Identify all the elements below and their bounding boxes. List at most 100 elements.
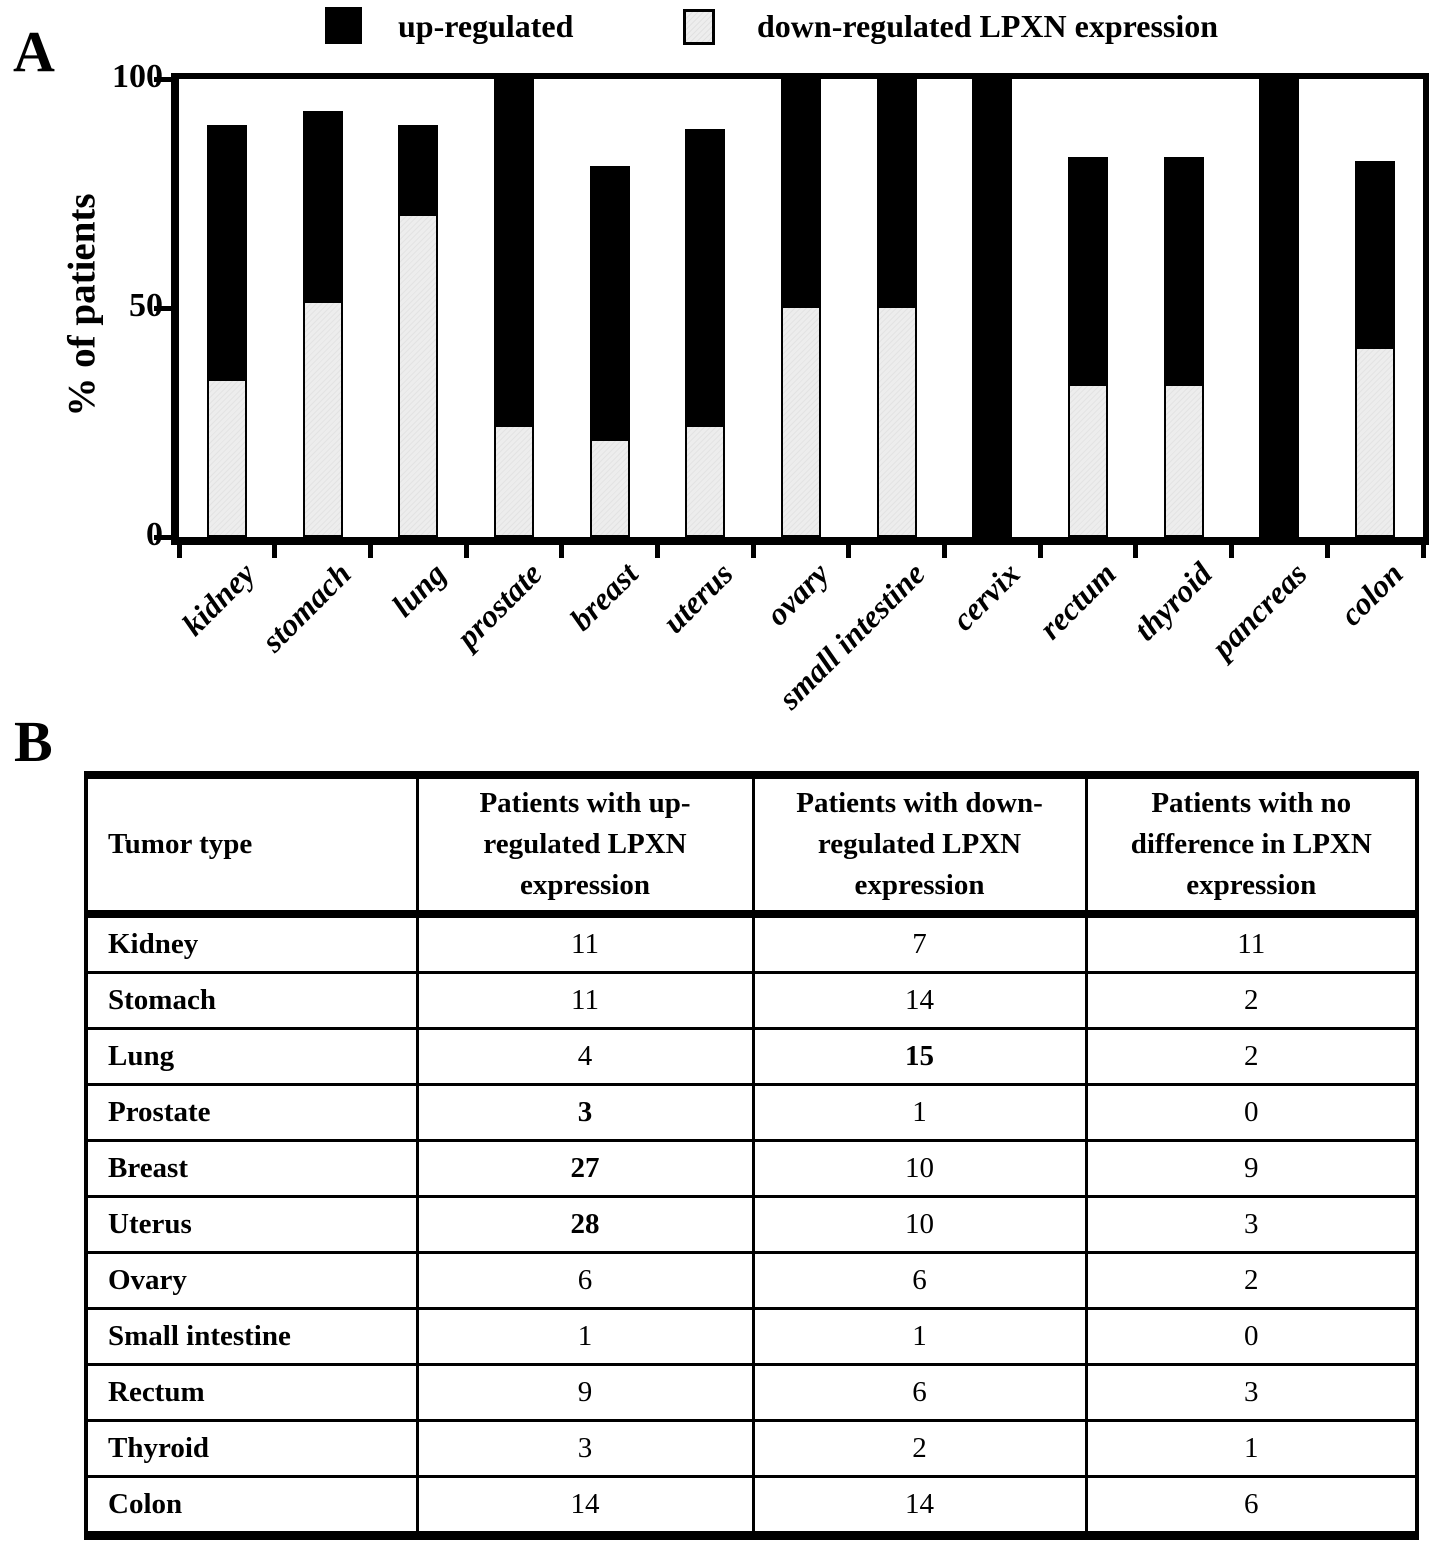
table-row-stomach: Stomach 11 14 2 — [84, 971, 1419, 1030]
cell-value: 0 — [1084, 1307, 1419, 1366]
x-axis-tick — [1133, 545, 1139, 558]
table-row-rectum: Rectum 9 6 3 — [84, 1363, 1419, 1422]
cell-value: 3 — [415, 1083, 755, 1142]
cell-value: 27 — [415, 1139, 755, 1198]
bar-breast-down-segment — [591, 438, 628, 535]
header-tumor-type: Tumor type — [84, 773, 419, 918]
bar-thyroid-up-segment — [1165, 158, 1202, 384]
bar-breast — [589, 166, 630, 537]
bar-uterus-down-segment — [687, 425, 724, 535]
bar-small-intestine-up-segment — [878, 81, 915, 306]
cell-tumor-type: Stomach — [84, 971, 419, 1030]
bar-ovary-up-segment — [783, 81, 819, 306]
x-axis-tick — [1229, 545, 1235, 558]
cell-tumor-type: Rectum — [84, 1363, 419, 1422]
x-label-kidney: kidney — [174, 555, 262, 643]
bar-ovary — [781, 79, 821, 537]
cell-value: 2 — [751, 1419, 1088, 1478]
table-row-kidney: Kidney 11 7 11 — [84, 912, 1419, 974]
legend-swatch-up-regulated — [325, 7, 362, 44]
cell-tumor-type: Prostate — [84, 1083, 419, 1142]
y-axis-tick — [154, 305, 175, 311]
legend-label-up-regulated: up-regulated — [398, 8, 574, 44]
bar-colon-down-segment — [1357, 347, 1394, 535]
bar-rectum — [1068, 156, 1109, 537]
cell-value: 6 — [751, 1363, 1088, 1422]
x-axis-tick — [559, 545, 565, 558]
cell-value: 6 — [751, 1251, 1088, 1310]
bar-stomach — [302, 111, 343, 537]
cell-value: 28 — [415, 1195, 755, 1254]
cell-value: 1 — [415, 1307, 755, 1366]
bar-small-intestine — [876, 79, 917, 537]
x-label-stomach: stomach — [253, 555, 358, 659]
x-label-rectum: rectum — [1031, 555, 1123, 647]
bar-kidney — [206, 124, 247, 537]
x-label-pancreas: pancreas — [1204, 555, 1315, 665]
cell-value: 0 — [1084, 1083, 1419, 1142]
table-row-breast: Breast 27 10 9 — [84, 1139, 1419, 1198]
cell-value: 15 — [751, 1027, 1088, 1086]
bar-colon — [1355, 161, 1396, 537]
bar-breast-up-segment — [591, 168, 628, 439]
y-tick-label-0: 0 — [146, 516, 163, 553]
y-tick-label-50: 50 — [129, 287, 163, 324]
bar-thyroid — [1163, 156, 1204, 537]
cell-value: 2 — [1084, 971, 1419, 1030]
header-no-difference: Patients with no difference in LPXN expr… — [1084, 773, 1419, 918]
x-axis-tick — [1420, 545, 1426, 558]
x-axis-tick — [654, 545, 660, 558]
cell-value: 9 — [415, 1363, 755, 1422]
x-axis-tick — [463, 545, 469, 558]
cell-tumor-type: Breast — [84, 1139, 419, 1198]
bar-rectum-up-segment — [1070, 158, 1107, 384]
tumor-table: Tumor type Patients with up- regulated L… — [84, 771, 1419, 1540]
table-row-uterus: Uterus 28 10 3 — [84, 1195, 1419, 1254]
x-label-breast: breast — [562, 555, 645, 638]
cell-tumor-type: Small intestine — [84, 1307, 419, 1366]
cell-value: 11 — [1084, 912, 1419, 974]
cell-value: 2 — [1084, 1251, 1419, 1310]
bar-uterus-up-segment — [687, 131, 724, 426]
bar-lung-up-segment — [400, 126, 437, 215]
bar-kidney-down-segment — [208, 379, 245, 535]
cell-value: 10 — [751, 1195, 1088, 1254]
cell-value: 3 — [415, 1419, 755, 1478]
cell-value: 3 — [1084, 1363, 1419, 1422]
header-up-regulated: Patients with up- regulated LPXN express… — [415, 773, 755, 918]
bar-cervix — [972, 79, 1013, 537]
y-tick-label-100: 100 — [112, 58, 163, 95]
x-label-thyroid: thyroid — [1126, 555, 1219, 648]
bar-chart-plot-area — [171, 73, 1429, 545]
x-axis-tick — [272, 545, 278, 558]
table-row-colon: Colon 14 14 6 — [84, 1475, 1419, 1537]
bar-lung-down-segment — [400, 214, 437, 535]
x-axis-tick — [176, 545, 182, 558]
bar-stomach-up-segment — [304, 113, 341, 302]
bar-ovary-down-segment — [783, 306, 819, 535]
bar-cervix-up-segment — [974, 81, 1011, 535]
x-axis-tick — [942, 545, 948, 558]
legend-label-down-regulated: down-regulated LPXN expression — [757, 8, 1219, 44]
x-label-ovary: ovary — [758, 555, 836, 633]
cell-tumor-type: Ovary — [84, 1251, 419, 1310]
x-label-cervix: cervix — [945, 555, 1028, 638]
legend-swatch-down-regulated — [683, 9, 715, 45]
cell-value: 1 — [1084, 1419, 1419, 1478]
bar-uterus — [685, 129, 726, 537]
cell-value: 6 — [415, 1251, 755, 1310]
table-row-prostate: Prostate 3 1 0 — [84, 1083, 1419, 1142]
x-axis-tick — [1037, 545, 1043, 558]
cell-tumor-type: Colon — [84, 1475, 419, 1537]
cell-value: 1 — [751, 1083, 1088, 1142]
x-axis-tick — [846, 545, 852, 558]
cell-tumor-type: Thyroid — [84, 1419, 419, 1478]
x-axis-tick — [1324, 545, 1330, 558]
x-axis-tick — [367, 545, 373, 558]
x-axis-tick — [750, 545, 756, 558]
cell-tumor-type: Lung — [84, 1027, 419, 1086]
bar-chart-bars — [179, 79, 1423, 537]
cell-value: 7 — [751, 912, 1088, 974]
header-down-regulated: Patients with down- regulated LPXN expre… — [751, 773, 1088, 918]
table-row-lung: Lung 4 15 2 — [84, 1027, 1419, 1086]
